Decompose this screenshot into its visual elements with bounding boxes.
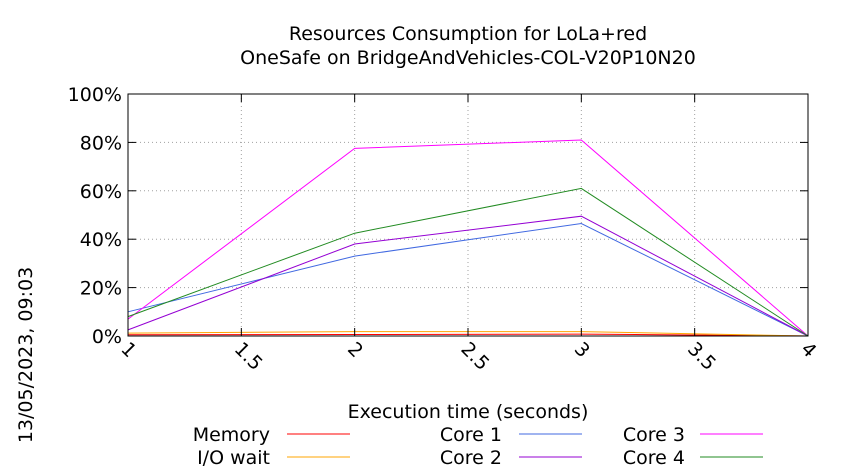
y-tick-label: 60% <box>80 181 122 203</box>
y-tick-label: 40% <box>80 229 122 251</box>
y-tick-label: 20% <box>80 278 122 300</box>
legend-label: Core 1 <box>440 424 502 446</box>
series-line-core-2 <box>127 215 809 337</box>
x-axis-label: Execution time (seconds) <box>348 401 589 423</box>
y-axis-ticks: 0% 20% 40% 60% 80% 100% <box>68 84 808 348</box>
series-line-core-1 <box>127 222 809 337</box>
legend-label: Core 2 <box>440 447 502 469</box>
x-tick-label: 1.5 <box>230 338 267 375</box>
legend-label: Memory <box>193 424 270 446</box>
chart-subtitle: OneSafe on BridgeAndVehicles-COL-V20P10N… <box>240 47 696 69</box>
x-tick-label: 3 <box>570 338 594 362</box>
x-tick-label: 2.5 <box>456 338 493 375</box>
legend-label: I/O wait <box>197 447 270 469</box>
y-tick-label: 0% <box>92 326 122 348</box>
x-tick-label: 2 <box>343 338 367 362</box>
grid-lines <box>128 94 808 336</box>
timestamp-label: 13/05/2023, 09:03 <box>15 267 37 443</box>
chart-title: Resources Consumption for LoLa+red <box>289 23 647 45</box>
y-tick-label: 100% <box>68 84 122 106</box>
y-tick-label: 80% <box>80 132 122 154</box>
legend-label: Core 3 <box>623 424 685 446</box>
series-line-core-3 <box>127 139 809 337</box>
x-tick-label: 3.5 <box>683 338 720 375</box>
legend-label: Core 4 <box>623 447 685 469</box>
x-tick-label: 4 <box>796 338 820 362</box>
series-line-core-4 <box>127 187 809 337</box>
